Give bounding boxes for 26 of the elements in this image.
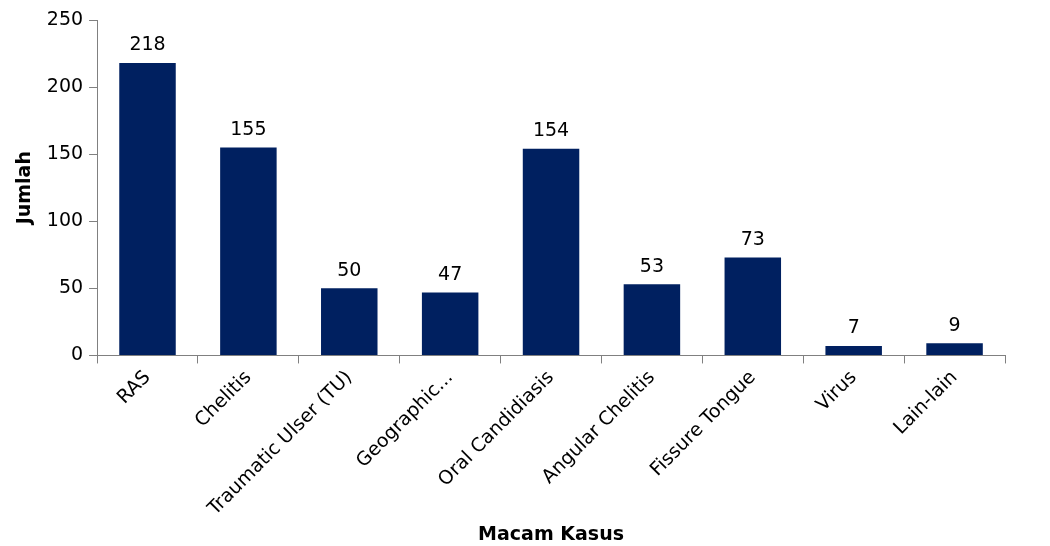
bar — [522, 148, 580, 355]
y-tick-label: 100 — [46, 208, 84, 231]
y-tick-label: 200 — [46, 74, 84, 97]
data-label: 73 — [740, 226, 765, 249]
data-label: 218 — [129, 32, 166, 55]
data-label: 7 — [847, 315, 860, 338]
data-label: 154 — [532, 118, 570, 141]
bar — [724, 257, 782, 355]
y-tick-label: 0 — [70, 342, 84, 365]
data-label: 50 — [337, 257, 362, 280]
y-tick-label: 250 — [46, 6, 84, 29]
data-label: 47 — [438, 261, 463, 284]
data-label: 155 — [230, 116, 267, 139]
x-axis-title: Macam Kasus — [478, 521, 624, 544]
y-tick-label: 50 — [58, 275, 84, 298]
bar — [220, 147, 277, 355]
data-label: 53 — [639, 253, 665, 276]
bar — [421, 292, 479, 355]
bar — [321, 288, 378, 355]
bar — [825, 346, 882, 355]
data-label: 9 — [948, 312, 961, 335]
bar — [119, 62, 176, 355]
y-axis-title: Jumlah — [12, 151, 35, 227]
y-tick-label: 150 — [46, 141, 84, 164]
bar — [926, 343, 983, 355]
bar — [623, 284, 681, 355]
